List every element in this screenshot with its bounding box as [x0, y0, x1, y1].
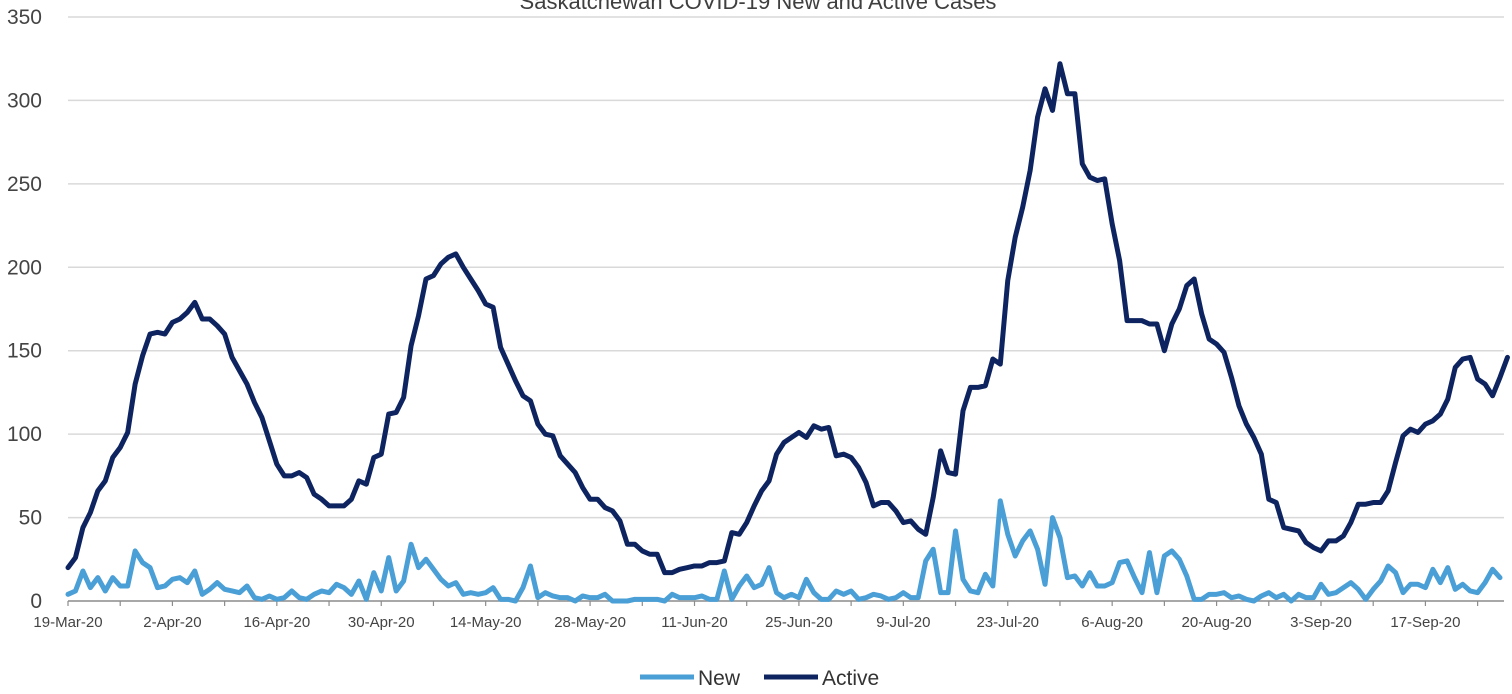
series-lines: [65, 61, 1510, 604]
chart-title: Saskatchewan COVID-19 New and Active Cas…: [520, 0, 997, 14]
y-tick-label: 0: [30, 590, 42, 613]
x-tick-label: 11-Jun-20: [661, 614, 727, 631]
y-tick-label: 300: [7, 89, 42, 112]
x-tick-label: 2-Apr-20: [143, 614, 201, 631]
x-tick-label: 30-Apr-20: [348, 614, 415, 631]
series-line-new: [65, 498, 1503, 604]
y-tick-label: 250: [7, 173, 42, 196]
x-tick-label: 14-May-20: [450, 614, 522, 631]
x-tick-label: 20-Aug-20: [1182, 614, 1252, 631]
x-tick-label: 23-Jul-20: [976, 614, 1039, 631]
x-tick-label: 6-Aug-20: [1081, 614, 1143, 631]
y-tick-label: 150: [7, 340, 42, 363]
x-tick-label: 9-Jul-20: [876, 614, 930, 631]
x-tick-label: 16-Apr-20: [243, 614, 310, 631]
y-axis: 0 50 100 150 200 250 300 350: [7, 6, 42, 613]
x-tick-label: 17-Sep-20: [1390, 614, 1460, 631]
x-tick-label: 3-Sep-20: [1290, 614, 1352, 631]
y-tick-label: 100: [7, 423, 42, 446]
x-tick-label: 19-Mar-20: [33, 614, 102, 631]
y-tick-label: 200: [7, 256, 42, 279]
legend-label-active: Active: [822, 667, 879, 690]
y-tick-label: 50: [19, 507, 42, 530]
series-line-active: [65, 61, 1510, 576]
legend-label-new: New: [698, 667, 741, 690]
x-axis: 19-Mar-20 2-Apr-20 16-Apr-20 30-Apr-20 14-Ma…: [33, 600, 1504, 631]
gridlines: [68, 16, 1504, 519]
legend: New Active: [640, 667, 879, 690]
y-tick-label: 350: [7, 6, 42, 29]
x-tick-label: 28-May-20: [554, 614, 626, 631]
x-tick-label: 25-Jun-20: [765, 614, 833, 631]
